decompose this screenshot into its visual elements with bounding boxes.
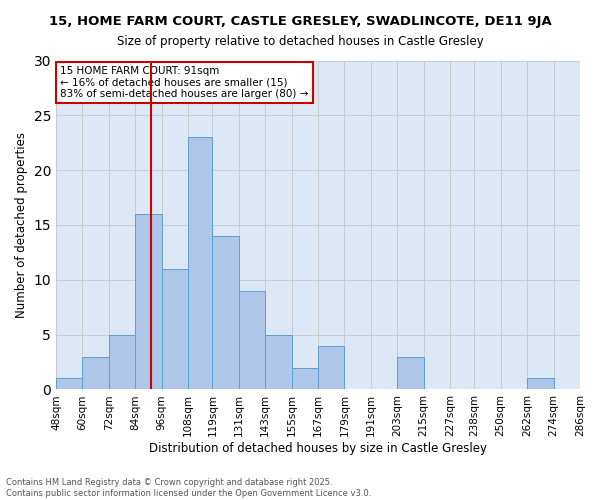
Bar — [292, 368, 318, 390]
Bar — [265, 334, 292, 390]
Bar — [397, 356, 424, 390]
Bar — [82, 356, 109, 390]
Text: Size of property relative to detached houses in Castle Gresley: Size of property relative to detached ho… — [116, 35, 484, 48]
X-axis label: Distribution of detached houses by size in Castle Gresley: Distribution of detached houses by size … — [149, 442, 487, 455]
Y-axis label: Number of detached properties: Number of detached properties — [15, 132, 28, 318]
Bar — [109, 334, 135, 390]
Text: Contains HM Land Registry data © Crown copyright and database right 2025.
Contai: Contains HM Land Registry data © Crown c… — [6, 478, 371, 498]
Bar — [162, 269, 188, 390]
Bar — [239, 291, 265, 390]
Bar — [212, 236, 239, 390]
Bar — [188, 138, 212, 390]
Bar — [56, 378, 82, 390]
Text: 15, HOME FARM COURT, CASTLE GRESLEY, SWADLINCOTE, DE11 9JA: 15, HOME FARM COURT, CASTLE GRESLEY, SWA… — [49, 15, 551, 28]
Text: 15 HOME FARM COURT: 91sqm
← 16% of detached houses are smaller (15)
83% of semi-: 15 HOME FARM COURT: 91sqm ← 16% of detac… — [61, 66, 309, 99]
Bar — [135, 214, 162, 390]
Bar — [527, 378, 554, 390]
Bar — [318, 346, 344, 390]
